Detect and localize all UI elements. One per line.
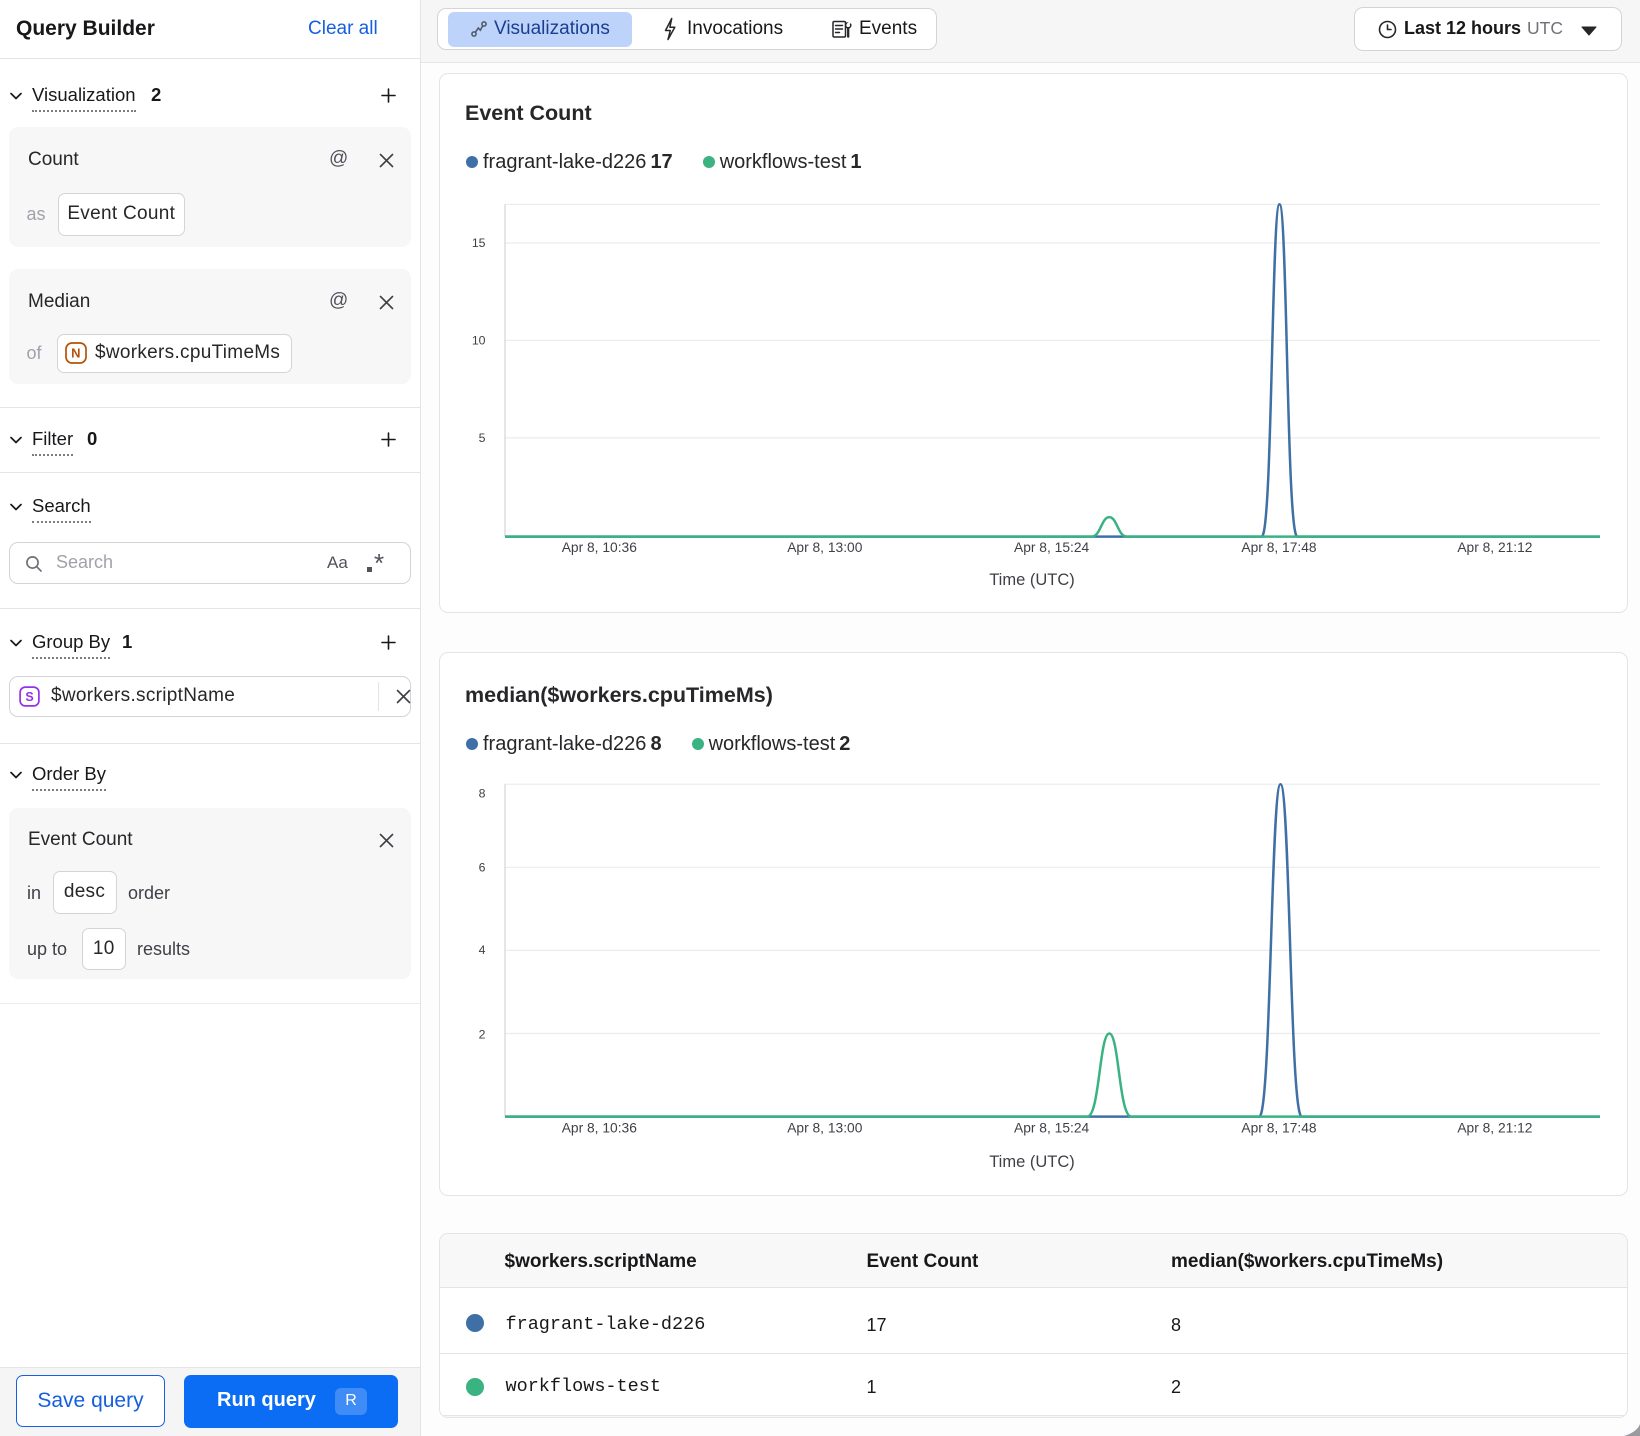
svg-text:2: 2 [479,1027,486,1041]
svg-text:5: 5 [479,431,486,445]
svg-text:10: 10 [472,333,486,347]
svg-text:*: * [374,551,384,575]
svg-text:Apr 8, 10:36: Apr 8, 10:36 [562,540,637,555]
svg-text:6: 6 [479,861,486,875]
svg-text:4: 4 [479,943,486,957]
svg-text:8: 8 [479,787,486,801]
svg-text:Apr 8, 10:36: Apr 8, 10:36 [562,1121,637,1136]
svg-text:Apr 8, 13:00: Apr 8, 13:00 [787,540,862,555]
svg-text:S: S [25,690,33,704]
svg-text:Time (UTC): Time (UTC) [989,571,1075,589]
svg-text:Apr 8, 15:24: Apr 8, 15:24 [1014,1121,1089,1136]
svg-text:Apr 8, 13:00: Apr 8, 13:00 [787,1121,862,1136]
svg-text:Apr 8, 17:48: Apr 8, 17:48 [1241,1121,1316,1136]
svg-text:15: 15 [472,236,486,250]
svg-text:Time (UTC): Time (UTC) [989,1153,1075,1171]
svg-text:Apr 8, 17:48: Apr 8, 17:48 [1241,540,1316,555]
svg-text:Apr 8, 15:24: Apr 8, 15:24 [1014,540,1089,555]
svg-text:N: N [71,346,81,361]
svg-text:Apr 8, 21:12: Apr 8, 21:12 [1457,1121,1532,1136]
svg-text:Apr 8, 21:12: Apr 8, 21:12 [1457,540,1532,555]
